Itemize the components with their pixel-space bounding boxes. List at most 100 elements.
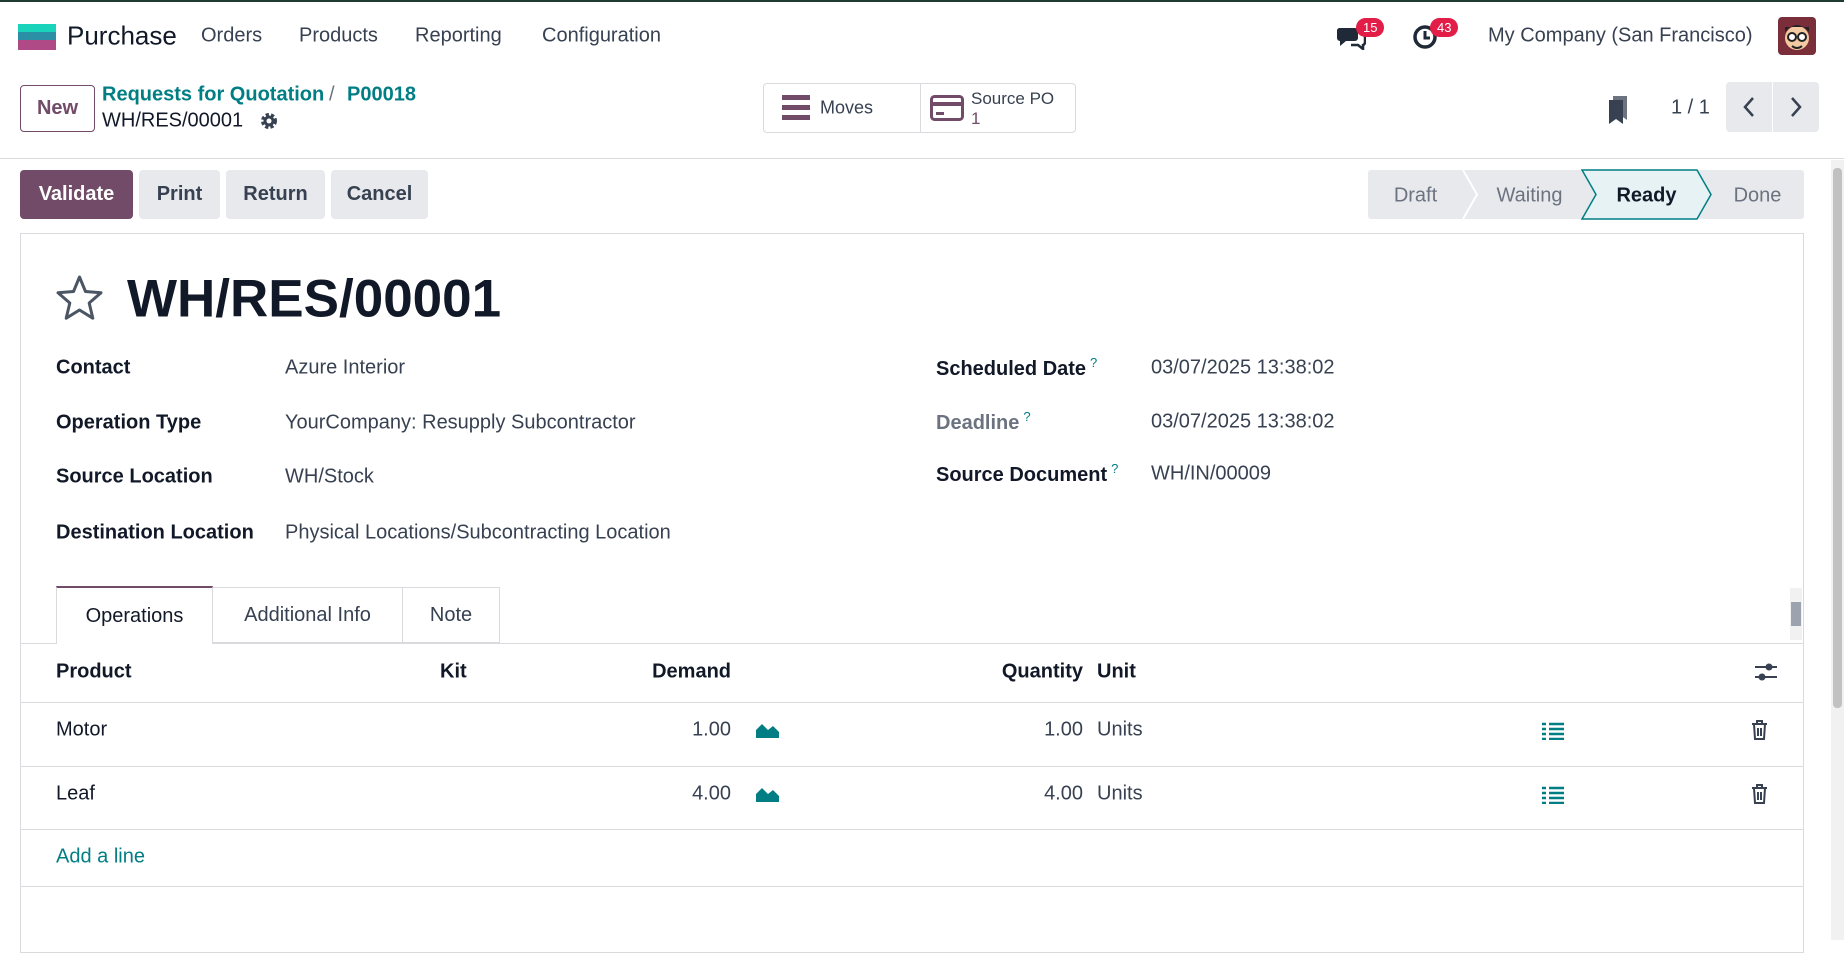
source-po-count: 1 (971, 109, 981, 128)
help-tooltip[interactable]: ? (1111, 461, 1119, 477)
row-border (20, 766, 1804, 767)
pager-next[interactable] (1773, 82, 1819, 132)
field-label: Deadline (936, 411, 1020, 434)
new-button[interactable]: New (20, 85, 95, 132)
field-label: Destination Location (56, 521, 254, 544)
print-button[interactable]: Print (139, 170, 220, 219)
return-button[interactable]: Return (226, 170, 325, 219)
cell-demand[interactable]: 4.00 (692, 782, 731, 805)
record-title: WH/RES/00001 (127, 269, 502, 329)
delete-icon[interactable] (1751, 784, 1768, 804)
moves-icon[interactable] (782, 95, 810, 120)
control-panel-border (0, 158, 1844, 159)
column-header[interactable]: Product (56, 660, 132, 683)
tabs-border (20, 643, 1804, 644)
forecast-icon[interactable] (755, 785, 780, 803)
validate-button[interactable]: Validate (20, 170, 133, 219)
breadcrumb-separator: / (329, 83, 335, 106)
field-label: Operation Type (56, 411, 202, 434)
tab[interactable]: Note (403, 587, 500, 643)
status-step[interactable]: Ready (1616, 185, 1677, 207)
field-label: Contact (56, 356, 131, 379)
bookmark-icon[interactable] (1606, 94, 1630, 124)
source-po-icon[interactable] (930, 95, 964, 121)
breadcrumb-item[interactable]: Requests for Quotation (102, 83, 325, 106)
menu-item[interactable]: Products (299, 24, 378, 47)
row-border (20, 829, 1804, 830)
field-value[interactable]: YourCompany: Resupply Subcontractor (285, 411, 636, 434)
app-logo[interactable] (18, 24, 56, 50)
column-header[interactable]: Quantity (1001, 660, 1083, 683)
messages-badge: 15 (1356, 18, 1385, 37)
top-edge (0, 0, 1844, 2)
status-bar: Draft Waiting Ready Done (1368, 169, 1804, 220)
tab-active[interactable]: Operations (56, 586, 213, 644)
source-po-button[interactable]: Source PO (971, 89, 1055, 108)
help-tooltip[interactable]: ? (1023, 409, 1031, 425)
add-line[interactable]: Add a line (56, 845, 145, 868)
status-step[interactable]: Draft (1394, 185, 1438, 207)
cell-product[interactable]: Leaf (56, 782, 95, 805)
smart-buttons (763, 83, 1076, 133)
field-label-wrap: Source Document? (936, 461, 1118, 487)
moves-button[interactable]: Moves (820, 97, 874, 118)
menu-item[interactable]: Configuration (542, 24, 661, 47)
row-border (20, 702, 1804, 703)
breadcrumb-item[interactable]: P00018 (347, 83, 416, 106)
field-value[interactable]: 03/07/2025 13:38:02 (1151, 410, 1335, 433)
tab[interactable]: Additional Info (213, 587, 403, 643)
favorite-star[interactable] (56, 274, 103, 321)
field-value[interactable]: Physical Locations/Subcontracting Locati… (285, 521, 671, 544)
status-step[interactable]: Done (1734, 185, 1782, 207)
activities-icon[interactable] (1412, 24, 1438, 50)
field-value[interactable]: Azure Interior (285, 356, 406, 379)
cell-unit[interactable]: Units (1097, 718, 1143, 741)
scroll-thumb (1791, 602, 1801, 626)
divider (920, 83, 921, 133)
pager-arrows (1743, 97, 1802, 117)
record-name: WH/RES/00001 (102, 109, 244, 132)
field-value[interactable]: WH/Stock (285, 465, 374, 488)
delete-icon[interactable] (1751, 720, 1768, 740)
help-tooltip[interactable]: ? (1090, 355, 1098, 371)
field-label-wrap: Scheduled Date? (936, 355, 1097, 381)
cell-quantity[interactable]: 1.00 (1044, 718, 1083, 741)
company-switcher[interactable]: My Company (San Francisco) (1488, 24, 1753, 47)
optional-columns-toggle[interactable] (1754, 661, 1778, 683)
activities-badge: 43 (1430, 18, 1459, 37)
cell-unit[interactable]: Units (1097, 782, 1143, 805)
form-sheet (20, 233, 1804, 953)
field-label: Scheduled Date (936, 357, 1087, 380)
table-bottom (20, 886, 1804, 887)
forecast-icon[interactable] (755, 721, 780, 739)
pager: 1 / 1 (1671, 96, 1710, 119)
status-separator (1462, 169, 1479, 220)
column-header[interactable]: Kit (440, 660, 467, 683)
scroll-thumb (1833, 168, 1842, 708)
status-active (1580, 169, 1712, 220)
column-header[interactable]: Demand (652, 660, 731, 683)
column-header[interactable]: Unit (1097, 660, 1136, 683)
details-icon[interactable] (1542, 722, 1564, 740)
field-value[interactable]: WH/IN/00009 (1151, 462, 1272, 485)
pager-prev[interactable] (1726, 82, 1772, 132)
page-scrollbar (1831, 160, 1844, 940)
gear-icon[interactable] (259, 111, 279, 131)
menu-item[interactable]: Orders (201, 24, 263, 47)
field-label-wrap: Deadline? (936, 409, 1031, 435)
cell-product[interactable]: Motor (56, 718, 108, 741)
cell-quantity[interactable]: 4.00 (1044, 782, 1083, 805)
app-name[interactable]: Purchase (67, 20, 177, 51)
tabs-scrollbar (1790, 588, 1802, 640)
field-label: Source Document (936, 463, 1108, 486)
cancel-button[interactable]: Cancel (331, 170, 428, 219)
field-value[interactable]: 03/07/2025 13:38:02 (1151, 356, 1335, 379)
status-step[interactable]: Waiting (1497, 185, 1563, 207)
user-avatar[interactable] (1778, 17, 1816, 55)
cell-demand[interactable]: 1.00 (692, 718, 731, 741)
field-label: Source Location (56, 465, 213, 488)
menu-item[interactable]: Reporting (415, 24, 502, 47)
details-icon[interactable] (1542, 786, 1564, 804)
